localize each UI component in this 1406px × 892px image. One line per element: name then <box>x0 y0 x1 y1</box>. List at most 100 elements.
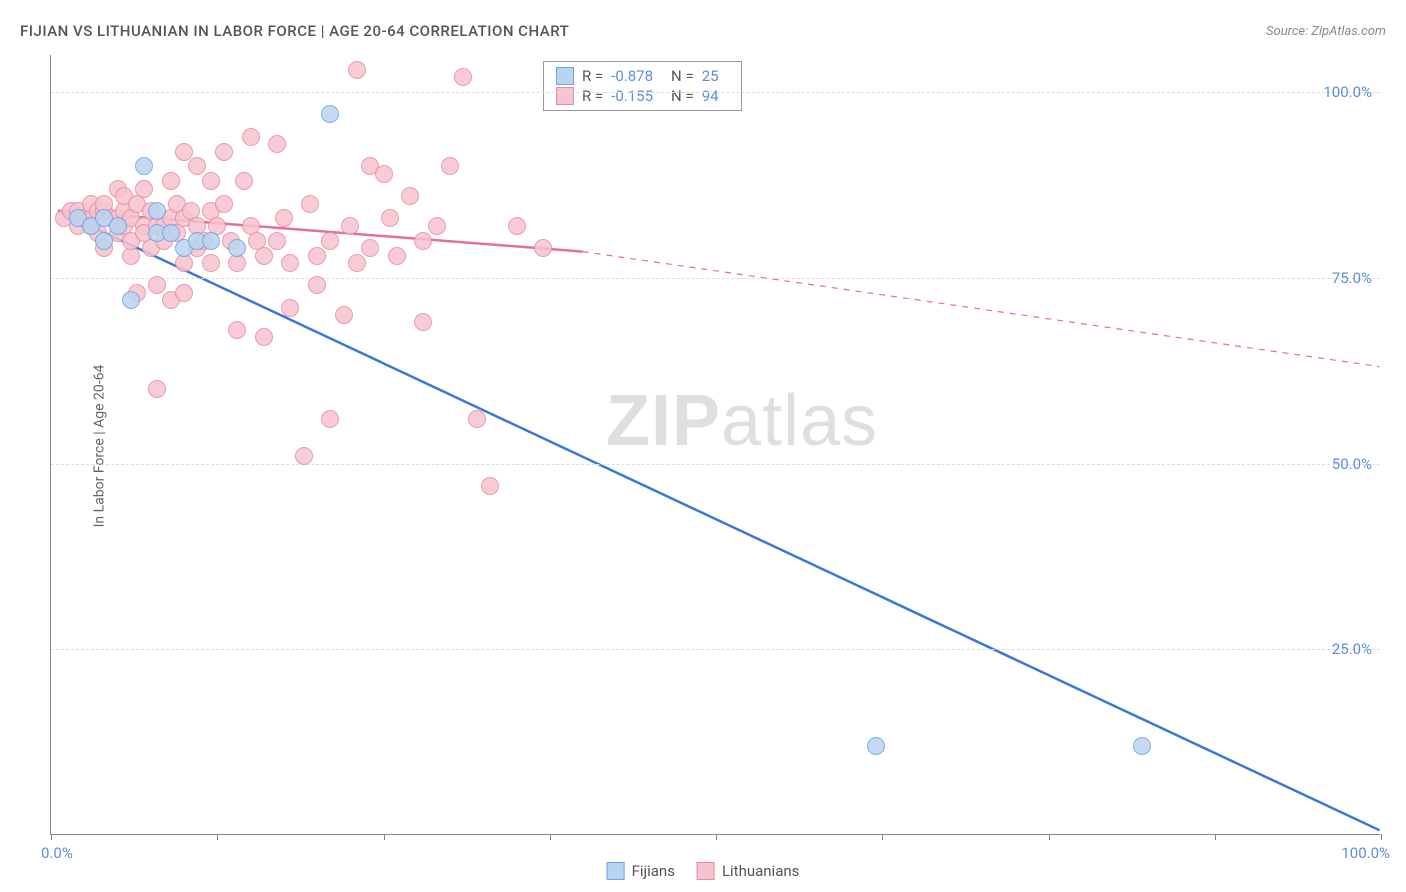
lithuanian-point <box>341 217 359 235</box>
series-legend-item: Lithuanians <box>697 862 799 880</box>
legend-row: R = -0.878 N = 25 <box>556 66 729 86</box>
gridline <box>51 649 1380 650</box>
legend-n-label: N = <box>671 87 694 105</box>
lithuanian-point <box>162 172 180 190</box>
plot-area: ZIPatlas R = -0.878 N = 25 R = -0.155 N … <box>50 55 1380 835</box>
fijian-point <box>162 224 180 242</box>
gridline <box>51 278 1380 279</box>
fijian-point <box>867 737 885 755</box>
fijian-point <box>228 239 246 257</box>
lithuanian-point <box>401 187 419 205</box>
legend-n-value: 94 <box>702 87 729 105</box>
series-label: Lithuanians <box>722 862 799 880</box>
y-tick-label: 25.0% <box>1332 640 1372 658</box>
gridline <box>51 92 1380 93</box>
x-tick <box>217 834 218 840</box>
x-tick <box>550 834 551 840</box>
lithuanian-point <box>441 157 459 175</box>
x-tick <box>51 834 52 840</box>
lithuanian-point <box>361 239 379 257</box>
chart-title: FIJIAN VS LITHUANIAN IN LABOR FORCE | AG… <box>20 22 569 40</box>
legend-r-label: R = <box>582 67 603 85</box>
legend-r-value: -0.878 <box>611 67 663 85</box>
fijian-point <box>135 157 153 175</box>
lithuanian-point <box>268 232 286 250</box>
lithuanian-point <box>202 254 220 272</box>
x-tick <box>882 834 883 840</box>
fijian-point <box>122 291 140 309</box>
lithuanian-point <box>348 61 366 79</box>
x-axis-max-label: 100.0% <box>1341 844 1390 862</box>
lithuanian-point <box>228 321 246 339</box>
lithuanian-point <box>414 232 432 250</box>
lithuanian-point <box>255 247 273 265</box>
lithuanian-point <box>148 380 166 398</box>
fijian-point <box>95 232 113 250</box>
lithuanian-point <box>242 128 260 146</box>
x-tick <box>1049 834 1050 840</box>
lithuanian-point <box>268 135 286 153</box>
lithuanian-point <box>235 172 253 190</box>
lithuanian-point <box>481 477 499 495</box>
legend-swatch <box>556 87 574 105</box>
x-tick <box>384 834 385 840</box>
lithuanian-point <box>202 172 220 190</box>
lithuanian-point <box>175 284 193 302</box>
lithuanian-point <box>308 276 326 294</box>
legend-r-label: R = <box>582 87 603 105</box>
legend-r-value: -0.155 <box>611 87 663 105</box>
source-attribution: Source: ZipAtlas.com <box>1266 24 1386 39</box>
lithuanian-point <box>215 195 233 213</box>
legend-n-value: 25 <box>702 67 729 85</box>
lithuanian-point <box>188 157 206 175</box>
x-tick <box>1381 834 1382 840</box>
lithuanian-point <box>348 254 366 272</box>
lithuanian-point <box>428 217 446 235</box>
lithuanian-point <box>295 447 313 465</box>
x-tick <box>1215 834 1216 840</box>
y-tick-label: 100.0% <box>1323 83 1372 101</box>
lithuanian-point <box>148 276 166 294</box>
legend-row: R = -0.155 N = 94 <box>556 86 729 106</box>
legend-swatch <box>556 67 574 85</box>
lithuanian-point <box>454 68 472 86</box>
lithuanian-point <box>215 143 233 161</box>
lithuanian-point <box>414 313 432 331</box>
x-tick <box>716 834 717 840</box>
lithuanian-point <box>335 306 353 324</box>
watermark: ZIPatlas <box>606 380 878 462</box>
legend-swatch <box>607 862 625 880</box>
legend-swatch <box>697 862 715 880</box>
lithuanian-point <box>255 328 273 346</box>
series-legend: Fijians Lithuanians <box>607 862 800 880</box>
y-tick-label: 50.0% <box>1332 455 1372 473</box>
lithuanian-point <box>321 232 339 250</box>
lithuanian-point <box>508 217 526 235</box>
lithuanian-point <box>275 209 293 227</box>
fijian-point <box>321 105 339 123</box>
series-legend-item: Fijians <box>607 862 675 880</box>
lithuanian-point <box>308 247 326 265</box>
lithuanian-point <box>534 239 552 257</box>
fijian-point <box>148 202 166 220</box>
fijian-point <box>202 232 220 250</box>
lithuanian-point <box>375 165 393 183</box>
trend-lines <box>51 55 1380 834</box>
fijian-point <box>109 217 127 235</box>
lithuanian-point <box>175 143 193 161</box>
correlation-legend: R = -0.878 N = 25 R = -0.155 N = 94 <box>543 61 742 111</box>
series-label: Fijians <box>632 862 675 880</box>
gridline <box>51 464 1380 465</box>
lithuanian-point <box>381 209 399 227</box>
legend-n-label: N = <box>671 67 694 85</box>
lithuanian-point <box>321 410 339 428</box>
lithuanian-point <box>301 195 319 213</box>
y-tick-label: 75.0% <box>1332 269 1372 287</box>
lithuanian-point <box>388 247 406 265</box>
lithuanian-point <box>468 410 486 428</box>
lithuanian-point <box>135 180 153 198</box>
fijian-point <box>1133 737 1151 755</box>
x-axis-min-label: 0.0% <box>41 844 73 862</box>
lithuanian-point <box>281 299 299 317</box>
lithuanian-point <box>281 254 299 272</box>
